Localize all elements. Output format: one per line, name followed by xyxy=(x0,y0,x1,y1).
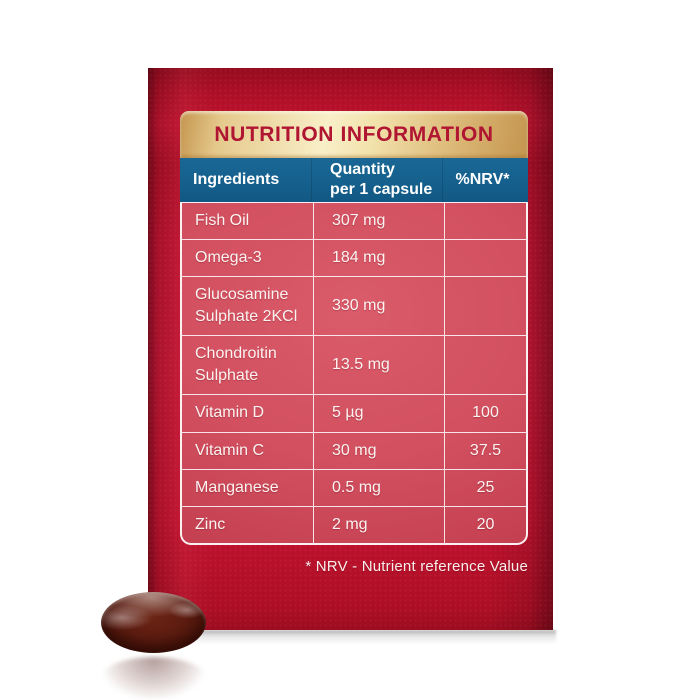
nutrition-banner-title: NUTRITION INFORMATION xyxy=(214,122,494,146)
package-drop-shadow xyxy=(150,630,556,644)
quantity-cell: 13.5 mg xyxy=(314,336,445,395)
ingredient-cell: Manganese xyxy=(182,469,314,506)
quantity-cell: 2 mg xyxy=(314,506,445,543)
ingredient-cell: Omega-3 xyxy=(182,240,314,277)
table-row: Zinc 2 mg 20 xyxy=(182,506,526,543)
capsule-reflection xyxy=(101,657,206,699)
quantity-cell: 307 mg xyxy=(314,203,445,240)
nrv-footnote: * NRV - Nutrient reference Value xyxy=(305,558,528,575)
nrv-cell xyxy=(445,277,526,335)
quantity-cell: 184 mg xyxy=(314,240,445,277)
table-row: Manganese 0.5 mg 25 xyxy=(182,469,526,507)
quantity-cell: 30 mg xyxy=(314,432,445,469)
nutrition-banner: NUTRITION INFORMATION xyxy=(180,111,528,158)
table-row: Glucosamine Sulphate 2KCl 330 mg xyxy=(182,277,526,337)
column-header-nrv: %NRV* xyxy=(455,171,510,188)
table-row: Omega-3 184 mg xyxy=(182,240,526,278)
quantity-cell: 5 µg xyxy=(314,395,445,432)
nrv-cell: 25 xyxy=(476,478,495,496)
ingredient-cell: Chondroitin Sulphate xyxy=(182,336,314,395)
table-row: Vitamin C 30 mg 37.5 xyxy=(182,432,526,470)
nrv-cell: 20 xyxy=(476,515,495,533)
table-row: Chondroitin Sulphate 13.5 mg xyxy=(182,336,526,396)
quantity-cell: 330 mg xyxy=(314,277,445,336)
nrv-cell xyxy=(445,240,526,276)
table-header-row: Ingredients Quantity per 1 capsule %NRV* xyxy=(180,158,528,202)
ingredient-cell: Fish Oil xyxy=(182,203,314,240)
nutrition-table-body: Fish Oil 307 mg Omega-3 184 mg Glucosami… xyxy=(180,202,528,545)
column-header-quantity: Quantity per 1 capsule xyxy=(312,158,443,202)
nrv-cell: 37.5 xyxy=(469,441,502,459)
quantity-cell: 0.5 mg xyxy=(314,469,445,506)
nrv-cell: 100 xyxy=(472,404,499,422)
softgel-capsule-image xyxy=(101,592,206,653)
ingredient-cell: Vitamin D xyxy=(182,395,314,432)
table-row: Fish Oil 307 mg xyxy=(182,203,526,241)
table-row: Vitamin D 5 µg 100 xyxy=(182,395,526,433)
column-header-ingredients: Ingredients xyxy=(180,158,312,202)
nrv-cell xyxy=(445,336,526,394)
ingredient-cell: Glucosamine Sulphate 2KCl xyxy=(182,277,314,336)
ingredient-cell: Zinc xyxy=(182,506,314,543)
ingredient-cell: Vitamin C xyxy=(182,432,314,469)
nrv-cell xyxy=(445,203,526,239)
